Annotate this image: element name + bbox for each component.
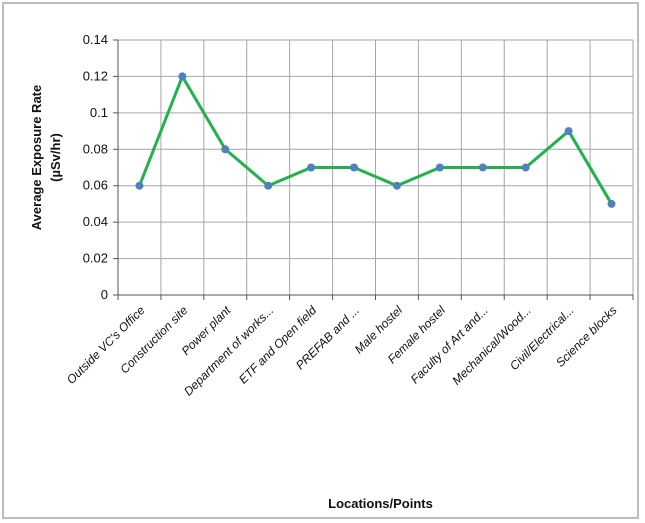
data-point [435,163,444,172]
data-point [392,181,401,190]
y-axis-title: Average Exposure Rate [29,85,44,230]
x-tick-label: Faculty of Art and... [408,303,491,386]
chart-frame [2,2,639,519]
data-point [178,72,187,81]
data-point [307,163,316,172]
y-tick-label: 0 [101,287,108,302]
y-tick-labels: 0 0.02 0.04 0.06 0.08 0.1 0.12 0.14 [83,32,108,302]
y-tick-label: 0.12 [83,68,108,83]
y-tick-label: 0.1 [90,105,108,120]
y-tick-label: 0.04 [83,214,108,229]
data-point [135,181,144,190]
data-point [350,163,359,172]
y-tick-label: 0.14 [83,32,108,47]
y-tick-label: 0.06 [83,178,108,193]
series-line [138,74,613,205]
data-point [607,199,616,208]
data-point [564,127,573,136]
grid-lines [118,39,634,295]
data-point [264,181,273,190]
x-tick-label: ETF and Open field [236,303,320,387]
x-axis-title: Locations/Points [328,496,433,511]
series [135,72,616,208]
data-point [221,145,230,154]
data-point [521,163,530,172]
axes [113,39,634,300]
x-tick-label: Outside VC's Office [64,303,148,387]
x-tick-label: Mechanical/Wood... [449,303,533,387]
y-tick-label: 0.08 [83,141,108,156]
y-tick-label: 0.02 [83,251,108,266]
y-axis-unit: (µSv/hr) [48,133,63,182]
data-point [478,163,487,172]
